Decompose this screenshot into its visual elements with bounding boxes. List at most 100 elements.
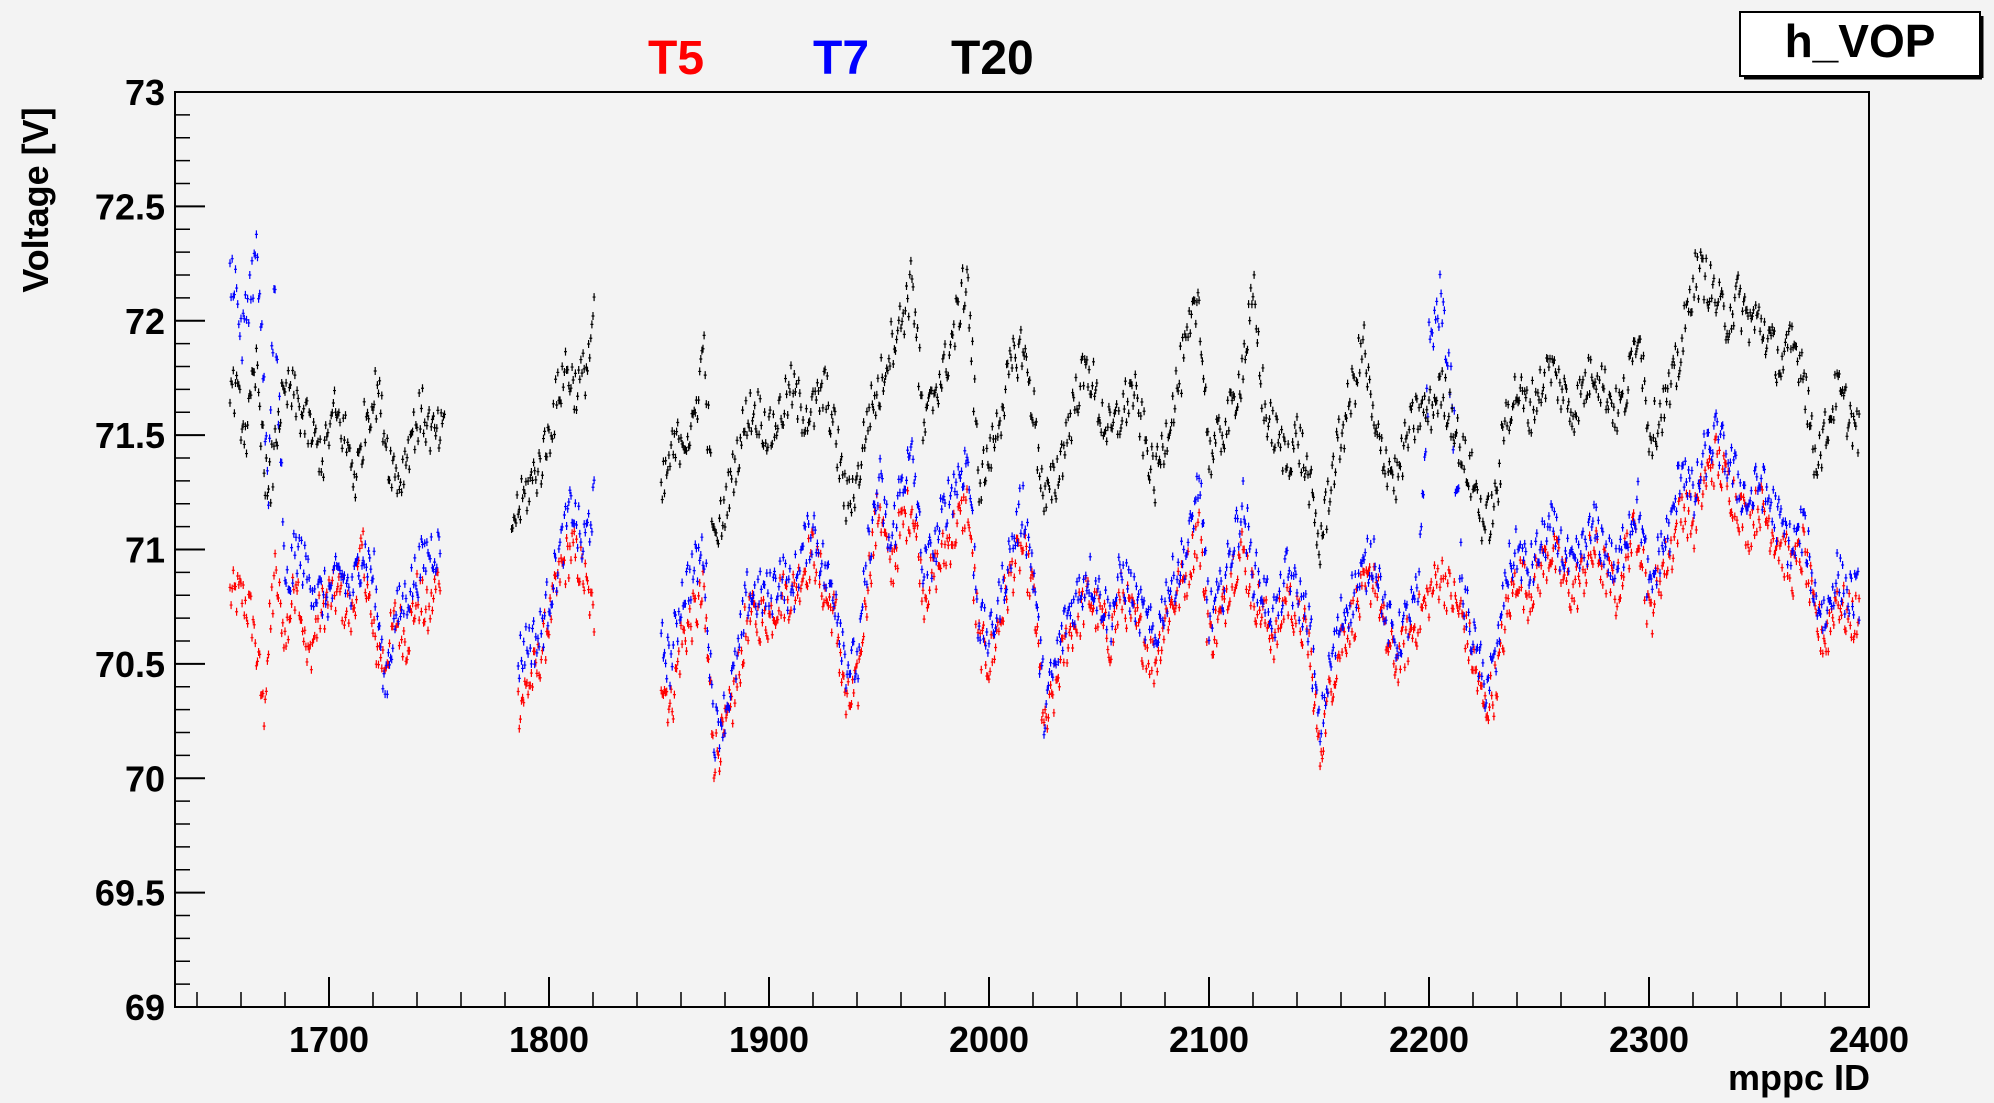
- data-point: [258, 289, 262, 298]
- data-point: [1211, 605, 1215, 614]
- data-point: [385, 690, 389, 699]
- data-point: [335, 587, 339, 596]
- data-point: [1446, 579, 1450, 588]
- data-point: [1372, 535, 1376, 544]
- data-point: [936, 535, 940, 544]
- data-point: [300, 616, 303, 625]
- data-point: [792, 578, 796, 587]
- data-point: [1325, 697, 1329, 706]
- data-point: [1357, 604, 1361, 613]
- data-point: [905, 536, 908, 545]
- data-point: [667, 705, 671, 714]
- data-point: [533, 647, 537, 656]
- data-point: [297, 611, 301, 620]
- data-point: [1670, 565, 1674, 574]
- data-point: [1046, 713, 1050, 722]
- data-point: [938, 527, 941, 536]
- data-point: [922, 573, 926, 582]
- data-point: [1227, 601, 1231, 610]
- data-point: [1396, 678, 1400, 687]
- data-point: [1855, 630, 1859, 639]
- data-point: [1356, 597, 1359, 606]
- data-point: [953, 487, 957, 496]
- data-point: [278, 578, 281, 587]
- data-point: [1237, 542, 1241, 551]
- data-point: [950, 483, 954, 492]
- data-point: [415, 588, 419, 597]
- data-point: [273, 285, 277, 294]
- data-point: [1189, 572, 1193, 581]
- data-point: [1757, 515, 1761, 524]
- data-point: [1569, 605, 1573, 614]
- data-point: [1755, 527, 1759, 536]
- data-point: [1060, 621, 1064, 630]
- data-point: [1028, 591, 1032, 600]
- data-point: [1031, 585, 1035, 594]
- data-point: [960, 467, 963, 476]
- data-point: [1331, 643, 1335, 652]
- data-point: [672, 690, 676, 699]
- data-point: [1027, 533, 1031, 542]
- data-point: [1230, 559, 1234, 568]
- data-point: [1305, 627, 1309, 636]
- data-point: [664, 659, 668, 668]
- data-point: [336, 582, 340, 591]
- data-point: [843, 688, 847, 697]
- data-point: [846, 677, 850, 686]
- data-point: [989, 608, 993, 617]
- data-point: [393, 625, 397, 634]
- data-point: [1538, 589, 1542, 598]
- data-point: [891, 579, 895, 588]
- data-point: [1216, 615, 1220, 624]
- data-point: [1587, 551, 1590, 560]
- data-point: [304, 552, 308, 561]
- data-point: [1673, 525, 1677, 534]
- data-point: [271, 609, 275, 618]
- data-point: [1279, 624, 1282, 633]
- data-point: [428, 554, 432, 563]
- data-point: [326, 612, 330, 621]
- x-tick-label: 2200: [1389, 1019, 1469, 1060]
- data-point: [1059, 637, 1062, 646]
- data-point: [1456, 603, 1460, 612]
- data-point: [1291, 601, 1295, 610]
- data-point: [1205, 595, 1209, 604]
- data-point: [1148, 670, 1152, 679]
- data-point: [579, 538, 583, 547]
- data-point: [1262, 574, 1266, 583]
- data-point: [1328, 657, 1332, 666]
- data-point: [1043, 724, 1047, 733]
- data-point: [828, 593, 831, 602]
- data-point: [1768, 547, 1772, 556]
- data-point: [1793, 542, 1797, 551]
- data-point: [1844, 627, 1848, 636]
- data-point: [787, 575, 791, 584]
- data-point: [261, 689, 265, 698]
- data-point: [438, 586, 442, 595]
- data-point: [1749, 542, 1753, 551]
- data-point: [318, 624, 322, 633]
- data-point: [1365, 534, 1369, 543]
- data-point: [1057, 682, 1061, 691]
- data-point: [1286, 611, 1290, 620]
- data-point: [1123, 596, 1127, 605]
- data-point: [1739, 492, 1743, 501]
- data-point: [1468, 619, 1472, 628]
- data-point: [1544, 545, 1548, 554]
- data-point: [984, 641, 988, 650]
- data-point: [1252, 602, 1256, 611]
- data-point: [1798, 558, 1802, 567]
- data-point: [1149, 603, 1153, 612]
- data-point: [951, 510, 955, 519]
- data-point: [1076, 612, 1080, 621]
- data-point: [370, 619, 374, 628]
- data-point: [364, 594, 368, 603]
- data-point: [862, 567, 866, 576]
- data-point: [424, 567, 428, 576]
- data-point: [869, 552, 873, 561]
- data-point: [357, 571, 361, 580]
- data-point: [1196, 518, 1200, 527]
- data-point: [999, 584, 1003, 593]
- data-point: [347, 619, 351, 628]
